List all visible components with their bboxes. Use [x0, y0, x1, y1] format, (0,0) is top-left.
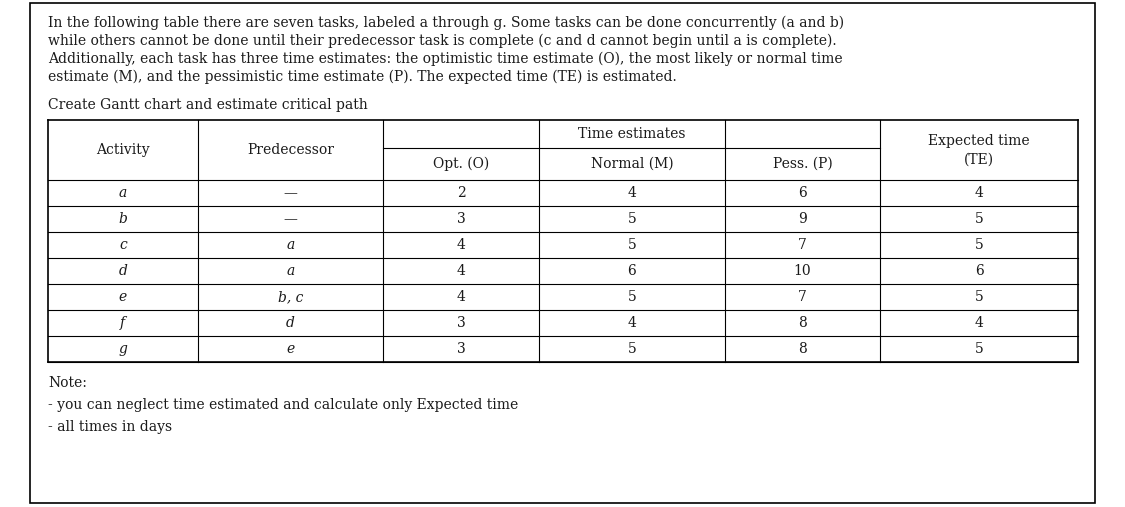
- Text: 8: 8: [798, 316, 807, 330]
- Text: g: g: [118, 342, 127, 356]
- Text: d: d: [286, 316, 295, 330]
- Text: 3: 3: [457, 212, 466, 226]
- Text: - you can neglect time estimated and calculate only Expected time: - you can neglect time estimated and cal…: [48, 398, 519, 412]
- Text: 7: 7: [798, 238, 807, 252]
- Text: 6: 6: [628, 264, 637, 278]
- Text: Time estimates: Time estimates: [578, 127, 685, 141]
- Text: 4: 4: [628, 186, 637, 200]
- Text: 4: 4: [457, 238, 466, 252]
- Text: 5: 5: [975, 238, 983, 252]
- Text: Expected time
(TE): Expected time (TE): [928, 134, 1030, 166]
- Text: 6: 6: [975, 264, 983, 278]
- Text: 8: 8: [798, 342, 807, 356]
- Text: 5: 5: [628, 238, 637, 252]
- Text: 10: 10: [794, 264, 811, 278]
- Text: - all times in days: - all times in days: [48, 420, 172, 434]
- Text: 2: 2: [457, 186, 466, 200]
- Text: d: d: [118, 264, 127, 278]
- Text: b: b: [118, 212, 127, 226]
- Text: 5: 5: [628, 342, 637, 356]
- Text: —: —: [284, 186, 297, 200]
- Text: e: e: [287, 342, 295, 356]
- Text: 9: 9: [798, 212, 807, 226]
- Text: 5: 5: [628, 212, 637, 226]
- Text: e: e: [119, 290, 127, 304]
- Text: 3: 3: [457, 316, 466, 330]
- Text: —: —: [284, 212, 297, 226]
- Text: a: a: [287, 264, 295, 278]
- Text: a: a: [119, 186, 127, 200]
- Text: Note:: Note:: [48, 376, 87, 390]
- Text: b, c: b, c: [278, 290, 304, 304]
- Text: 5: 5: [975, 290, 983, 304]
- Text: Opt. (O): Opt. (O): [433, 157, 489, 171]
- Text: Additionally, each task has three time estimates: the optimistic time estimate (: Additionally, each task has three time e…: [48, 52, 843, 66]
- Text: f: f: [120, 316, 125, 330]
- Text: 6: 6: [798, 186, 807, 200]
- Text: 5: 5: [975, 212, 983, 226]
- Text: 4: 4: [974, 316, 983, 330]
- Text: Pess. (P): Pess. (P): [773, 157, 832, 171]
- Text: 4: 4: [457, 290, 466, 304]
- Text: Normal (M): Normal (M): [591, 157, 673, 171]
- Text: while others cannot be done until their predecessor task is complete (c and d ca: while others cannot be done until their …: [48, 34, 837, 48]
- Text: 5: 5: [628, 290, 637, 304]
- Text: 5: 5: [975, 342, 983, 356]
- Text: 4: 4: [974, 186, 983, 200]
- Text: c: c: [119, 238, 127, 252]
- Text: a: a: [287, 238, 295, 252]
- Text: 4: 4: [628, 316, 637, 330]
- Text: Create Gantt chart and estimate critical path: Create Gantt chart and estimate critical…: [48, 98, 368, 112]
- Text: 3: 3: [457, 342, 466, 356]
- Text: estimate (M), and the pessimistic time estimate (P). The expected time (TE) is e: estimate (M), and the pessimistic time e…: [48, 70, 677, 84]
- Text: In the following table there are seven tasks, labeled a through g. Some tasks ca: In the following table there are seven t…: [48, 16, 844, 30]
- Text: Activity: Activity: [96, 143, 150, 157]
- Text: 4: 4: [457, 264, 466, 278]
- Text: 7: 7: [798, 290, 807, 304]
- Text: Predecessor: Predecessor: [248, 143, 334, 157]
